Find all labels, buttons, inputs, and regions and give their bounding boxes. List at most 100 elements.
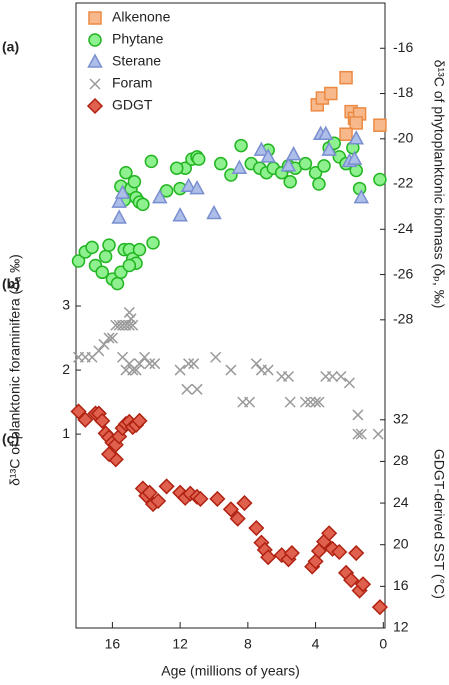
point: [210, 351, 222, 363]
point: [119, 165, 133, 180]
point: [70, 403, 87, 420]
marker: [352, 409, 364, 421]
marker: [119, 165, 133, 180]
marker: [285, 146, 302, 161]
marker: [348, 130, 364, 145]
legend-marker: [86, 97, 104, 115]
point: [206, 204, 222, 220]
point: [313, 396, 325, 408]
point: [150, 492, 167, 510]
marker: [253, 141, 270, 156]
marker: [373, 118, 387, 132]
y-tick-label: -26: [393, 265, 413, 281]
marker: [111, 193, 127, 208]
point: [158, 478, 175, 495]
marker: [70, 403, 87, 420]
point: [236, 495, 253, 512]
point: [349, 116, 363, 130]
point: [373, 118, 387, 132]
marker: [114, 184, 131, 199]
marker: [183, 358, 195, 370]
x-tick-label: 16: [105, 636, 121, 652]
marker: [125, 313, 137, 325]
point: [174, 364, 186, 376]
point: [321, 141, 337, 156]
point: [110, 276, 125, 291]
marker: [123, 358, 135, 370]
marker: [298, 156, 313, 171]
legend-marker: [87, 53, 103, 68]
marker: [307, 553, 324, 570]
point: [133, 358, 146, 370]
marker: [152, 189, 168, 204]
panel-label: (a): [2, 39, 19, 55]
point: [282, 370, 295, 383]
point: [353, 189, 370, 204]
marker: [348, 544, 365, 562]
marker: [106, 332, 118, 344]
marker: [231, 159, 248, 174]
point: [130, 364, 142, 376]
legend-label: GDGT: [112, 97, 153, 113]
marker: [260, 549, 277, 566]
point: [343, 377, 355, 389]
marker: [158, 478, 175, 495]
x-tick-label: 8: [244, 636, 252, 652]
marker: [321, 141, 337, 156]
y-tick-label: 1: [62, 425, 70, 441]
point: [85, 240, 99, 255]
point: [111, 209, 127, 224]
marker: [280, 157, 297, 172]
marker: [123, 306, 135, 318]
marker: [122, 258, 137, 273]
marker: [209, 490, 226, 507]
point: [248, 519, 265, 537]
marker: [180, 177, 197, 193]
marker: [335, 370, 347, 383]
legend-marker: [88, 33, 102, 47]
marker: [103, 332, 115, 344]
point: [284, 396, 296, 408]
point: [71, 254, 86, 268]
legend-label: Foram: [112, 75, 152, 91]
point: [283, 175, 297, 189]
x-tick-label: 0: [379, 636, 387, 652]
marker: [87, 53, 103, 68]
y-tick-label: -16: [393, 39, 413, 55]
marker: [130, 364, 142, 376]
point: [146, 236, 160, 250]
point: [339, 70, 353, 85]
point: [326, 370, 339, 383]
marker: [355, 428, 367, 440]
point: [352, 428, 364, 440]
marker: [131, 412, 148, 429]
marker: [192, 152, 206, 166]
marker: [339, 70, 353, 85]
marker: [373, 172, 387, 187]
point: [262, 364, 274, 376]
legend-label: Alkenone: [112, 9, 171, 25]
point: [123, 306, 135, 318]
point: [144, 358, 156, 370]
point: [114, 184, 131, 199]
point: [231, 159, 248, 174]
point: [144, 154, 159, 169]
marker: [71, 254, 86, 268]
marker: [85, 240, 99, 255]
y-tick-label: 3: [62, 297, 70, 313]
point: [355, 428, 367, 440]
marker: [321, 525, 338, 542]
marker: [123, 319, 135, 331]
y-axis-title: δ¹³C of planktonic foraminifera (δₐ ‰): [7, 254, 23, 486]
point: [93, 345, 105, 357]
point: [225, 364, 237, 376]
marker: [98, 249, 113, 264]
marker: [127, 175, 142, 189]
point: [234, 138, 248, 153]
marker: [98, 338, 110, 350]
point: [354, 576, 372, 593]
panel-label: (c): [2, 431, 19, 447]
point: [283, 544, 300, 562]
y-tick-label: 2: [62, 361, 70, 377]
marker: [317, 125, 334, 141]
